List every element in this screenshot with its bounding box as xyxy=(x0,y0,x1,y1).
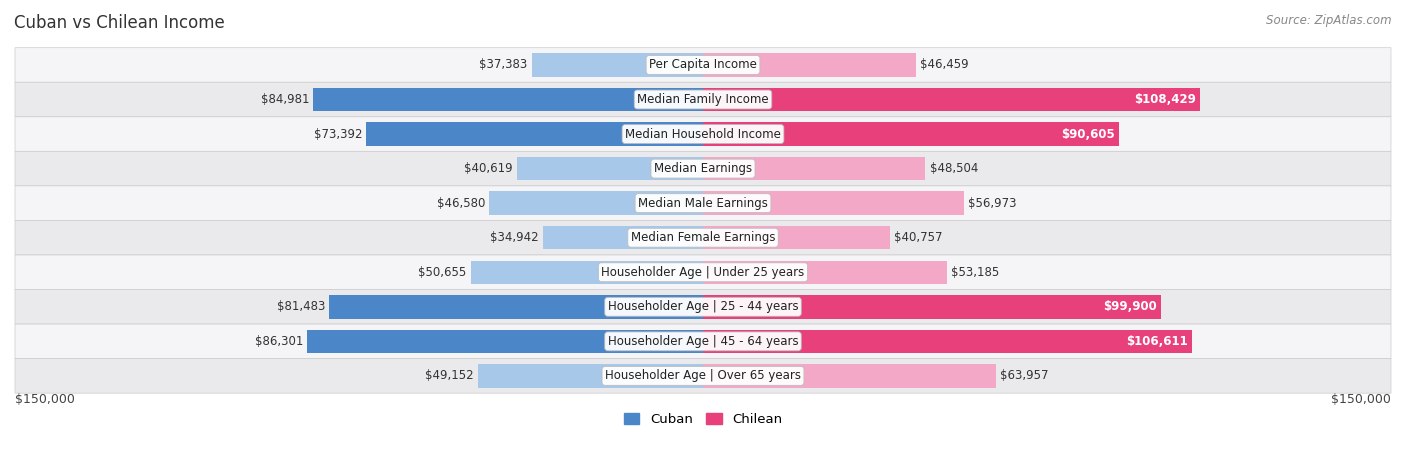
Bar xyxy=(489,191,703,215)
Bar xyxy=(516,157,703,180)
Text: $40,619: $40,619 xyxy=(464,162,513,175)
Text: $73,392: $73,392 xyxy=(314,127,363,141)
Text: $81,483: $81,483 xyxy=(277,300,325,313)
Text: $150,000: $150,000 xyxy=(1331,393,1391,406)
FancyBboxPatch shape xyxy=(15,255,1391,290)
Bar xyxy=(703,261,948,284)
Bar xyxy=(703,295,1161,318)
Bar xyxy=(703,226,890,249)
FancyBboxPatch shape xyxy=(15,290,1391,324)
FancyBboxPatch shape xyxy=(15,324,1391,359)
Bar xyxy=(703,157,925,180)
FancyBboxPatch shape xyxy=(15,82,1391,117)
Bar xyxy=(478,364,703,388)
Bar xyxy=(543,226,703,249)
Bar xyxy=(367,122,703,146)
Bar xyxy=(531,53,703,77)
Text: $90,605: $90,605 xyxy=(1060,127,1115,141)
Bar xyxy=(703,88,1201,111)
Bar xyxy=(307,330,703,353)
FancyBboxPatch shape xyxy=(15,220,1391,255)
Text: Cuban vs Chilean Income: Cuban vs Chilean Income xyxy=(14,14,225,32)
FancyBboxPatch shape xyxy=(15,151,1391,186)
Bar xyxy=(703,364,997,388)
Text: $150,000: $150,000 xyxy=(15,393,75,406)
FancyBboxPatch shape xyxy=(15,186,1391,220)
Text: Median Female Earnings: Median Female Earnings xyxy=(631,231,775,244)
Text: $37,383: $37,383 xyxy=(479,58,527,71)
Bar xyxy=(703,330,1192,353)
Text: $86,301: $86,301 xyxy=(254,335,304,348)
Text: $34,942: $34,942 xyxy=(489,231,538,244)
Bar xyxy=(703,122,1119,146)
Text: Householder Age | Under 25 years: Householder Age | Under 25 years xyxy=(602,266,804,279)
Text: $63,957: $63,957 xyxy=(1001,369,1049,382)
Text: Per Capita Income: Per Capita Income xyxy=(650,58,756,71)
Text: $46,580: $46,580 xyxy=(437,197,485,210)
Text: $106,611: $106,611 xyxy=(1126,335,1188,348)
Text: Source: ZipAtlas.com: Source: ZipAtlas.com xyxy=(1267,14,1392,27)
Text: Median Male Earnings: Median Male Earnings xyxy=(638,197,768,210)
Text: Householder Age | Over 65 years: Householder Age | Over 65 years xyxy=(605,369,801,382)
Text: $40,757: $40,757 xyxy=(894,231,942,244)
Text: Median Household Income: Median Household Income xyxy=(626,127,780,141)
Text: $84,981: $84,981 xyxy=(260,93,309,106)
FancyBboxPatch shape xyxy=(15,117,1391,151)
Text: Householder Age | 45 - 64 years: Householder Age | 45 - 64 years xyxy=(607,335,799,348)
Text: Median Earnings: Median Earnings xyxy=(654,162,752,175)
Bar xyxy=(703,53,917,77)
Bar xyxy=(314,88,703,111)
Text: $99,900: $99,900 xyxy=(1104,300,1157,313)
Text: $46,459: $46,459 xyxy=(920,58,969,71)
Bar xyxy=(471,261,703,284)
FancyBboxPatch shape xyxy=(15,359,1391,393)
Text: $56,973: $56,973 xyxy=(969,197,1017,210)
FancyBboxPatch shape xyxy=(15,48,1391,82)
Text: $49,152: $49,152 xyxy=(425,369,474,382)
Text: $108,429: $108,429 xyxy=(1135,93,1197,106)
Text: $53,185: $53,185 xyxy=(950,266,1000,279)
Text: Householder Age | 25 - 44 years: Householder Age | 25 - 44 years xyxy=(607,300,799,313)
Text: Median Family Income: Median Family Income xyxy=(637,93,769,106)
Text: $50,655: $50,655 xyxy=(418,266,467,279)
Text: $48,504: $48,504 xyxy=(929,162,979,175)
Bar xyxy=(329,295,703,318)
Legend: Cuban, Chilean: Cuban, Chilean xyxy=(619,408,787,432)
Bar xyxy=(703,191,965,215)
